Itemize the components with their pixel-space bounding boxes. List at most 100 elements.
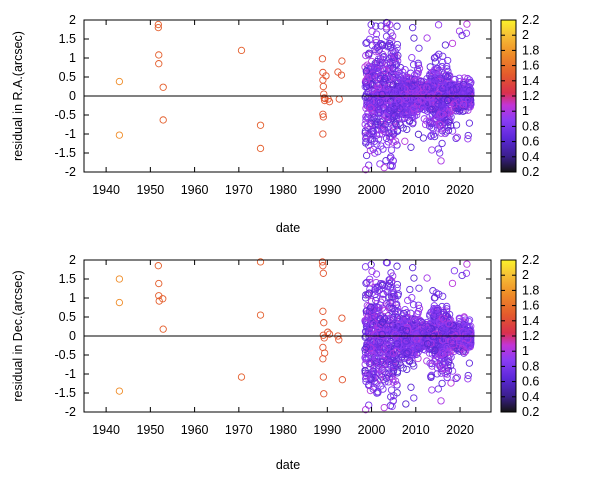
x-tick-label: 1940: [92, 423, 120, 437]
data-point-dense: [452, 374, 460, 383]
data-point-dense: [384, 286, 392, 294]
data-point-dense: [364, 50, 373, 58]
data-point-dense: [390, 363, 398, 372]
colorbar-tick-label: 2.2: [522, 13, 539, 27]
data-point-dense: [462, 323, 471, 331]
data-point-dense: [367, 352, 376, 360]
data-point-dense: [361, 120, 369, 129]
data-point-dense: [367, 135, 375, 143]
data-point: [324, 328, 332, 336]
data-point: [159, 325, 167, 333]
data-point-dense: [401, 337, 410, 345]
data-point: [319, 355, 327, 363]
data-point-dense: [403, 125, 411, 134]
data-point-dense: [450, 100, 458, 108]
data-point-dense: [452, 322, 460, 330]
data-point-dense: [374, 126, 382, 134]
data-point-dense: [374, 303, 382, 312]
data-point-dense: [362, 166, 370, 174]
data-point-dense: [367, 297, 376, 306]
data-point-dense: [458, 271, 466, 280]
data-point-dense: [427, 132, 435, 140]
data-point-dense: [382, 32, 391, 40]
data-point-dense: [382, 156, 390, 165]
data-point-dense: [434, 100, 442, 108]
colorbar-tick-label: 2: [522, 28, 529, 42]
data-point-dense: [386, 58, 394, 67]
data-point: [256, 311, 265, 319]
data-point-dense: [401, 100, 409, 108]
data-point: [155, 60, 163, 68]
data-point: [319, 82, 327, 91]
data-point-dense: [444, 96, 452, 105]
data-point-dense: [366, 386, 375, 395]
data-point-dense: [362, 77, 371, 85]
data-point-dense: [378, 358, 387, 366]
data-point-dense: [437, 351, 445, 360]
data-point-dense: [419, 105, 427, 113]
data-point-dense: [431, 58, 440, 66]
data-point-dense: [368, 307, 377, 315]
data-point: [319, 110, 327, 118]
data-point-dense: [406, 116, 414, 125]
data-point-dense: [383, 347, 391, 355]
data-point-dense: [407, 143, 415, 151]
data-point-dense: [391, 119, 400, 127]
data-point-dense: [410, 321, 418, 329]
data-point-dense: [396, 323, 404, 332]
data-point-dense: [418, 97, 427, 105]
y-tick-label: -2: [65, 165, 76, 179]
data-point-dense: [419, 328, 427, 336]
data-point-dense: [362, 372, 370, 380]
data-point-dense: [380, 403, 388, 412]
data-point-dense: [436, 76, 444, 84]
colorbar-tick-label: 1.4: [522, 74, 539, 88]
data-point: [322, 72, 330, 80]
data-point: [320, 390, 328, 398]
x-tick-label: 1980: [269, 423, 297, 437]
data-point-dense: [409, 301, 418, 309]
data-point-dense: [362, 406, 370, 414]
y-tick-label: 1.5: [59, 272, 76, 286]
data-point-dense: [382, 23, 390, 31]
data-point-dense: [419, 134, 428, 142]
data-point: [320, 319, 328, 327]
data-point-dense: [410, 394, 418, 402]
data-point-dense: [399, 68, 407, 76]
data-point-dense: [410, 104, 418, 112]
data-point-dense: [362, 116, 370, 124]
data-point-dense: [400, 353, 409, 361]
x-tick-label: 1950: [136, 423, 164, 437]
chart-panel-dec: 1940 1950 1960 1970 1980 1990 2000 2010 2020 -2-…: [11, 253, 539, 472]
data-point-dense: [398, 353, 406, 361]
data-point-dense: [460, 330, 469, 338]
data-point-dense: [386, 36, 394, 44]
data-point-dense: [390, 101, 398, 109]
data-point-dense: [440, 336, 448, 344]
x-tick-label: 2020: [446, 423, 474, 437]
data-point: [115, 131, 124, 139]
data-point-dense: [376, 338, 384, 347]
data-point-dense: [441, 41, 450, 49]
data-point-dense: [376, 98, 384, 107]
data-point-dense: [445, 117, 453, 126]
colorbar-tick-label: 1: [522, 344, 529, 358]
data-point-dense: [382, 60, 391, 68]
data-point-dense: [440, 118, 448, 126]
data-point-dense: [464, 131, 472, 140]
y-tick-label: 0.5: [59, 310, 76, 324]
data-point-dense: [374, 135, 383, 143]
data-point: [325, 330, 334, 338]
data-point-dense: [441, 364, 449, 373]
data-point-dense: [394, 341, 403, 349]
data-point-dense: [375, 375, 384, 383]
data-point: [320, 334, 328, 342]
data-point-dense: [443, 373, 451, 382]
data-point-dense: [438, 100, 446, 109]
data-point: [319, 262, 327, 270]
colorbar-tick-label: 0.4: [522, 150, 539, 164]
data-point: [154, 23, 162, 32]
data-point-dense: [363, 38, 371, 47]
data-point: [319, 373, 327, 381]
